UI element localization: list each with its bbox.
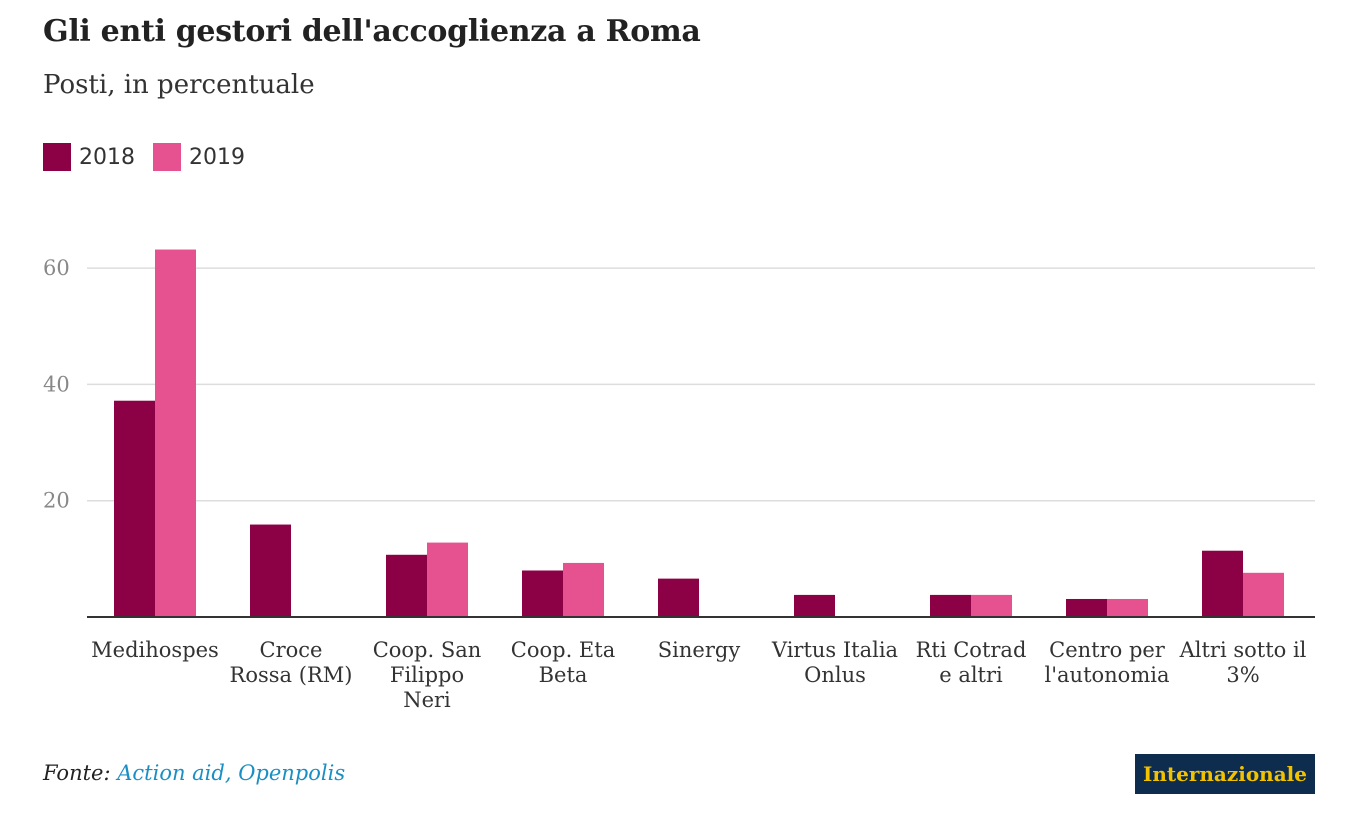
x-tick-label-7: Centro per l'autonomia <box>1045 638 1170 687</box>
x-tick-label-8: Altri sotto il 3% <box>1179 638 1307 687</box>
source-link[interactable]: Action aid, Openpolis <box>117 761 346 785</box>
legend-label-2019: 2019 <box>189 144 245 170</box>
bar-2018-8 <box>1202 550 1243 617</box>
y-tick-label-60: 60 <box>43 256 70 280</box>
x-tick-label-5: Virtus Italia Onlus <box>771 638 898 687</box>
bar-2018-3 <box>522 570 563 617</box>
y-tick-label-20: 20 <box>43 489 70 513</box>
x-tick-label-4: Sinergy <box>658 638 741 662</box>
bar-2019-2 <box>427 542 468 617</box>
chart-subtitle: Posti, in percentuale <box>43 70 315 100</box>
x-tick-label-6: Rti Cotrad e altri <box>916 638 1027 687</box>
x-tick-label-3: Coop. Eta Beta <box>511 638 615 687</box>
bar-2018-0 <box>114 400 155 617</box>
bar-2019-6 <box>971 594 1012 617</box>
bar-2019-8 <box>1243 572 1284 617</box>
legend-label-2018: 2018 <box>79 144 135 170</box>
x-tick-label-0: Medihospes <box>91 638 219 662</box>
bar-2018-7 <box>1066 598 1107 617</box>
x-tick-label-1: Croce Rossa (RM) <box>230 638 353 687</box>
bar-2018-2 <box>386 554 427 617</box>
legend-swatch-2019 <box>153 143 181 171</box>
bar-2019-7 <box>1107 598 1148 617</box>
x-tick-label-2: Coop. San Filippo Neri <box>373 638 482 712</box>
bar-2018-5 <box>794 594 835 617</box>
bar-2018-4 <box>658 578 699 617</box>
legend-swatch-2018 <box>43 143 71 171</box>
legend-item-2019: 2019 <box>153 143 245 171</box>
bar-2018-1 <box>250 524 291 617</box>
source-credit: Fonte: Action aid, Openpolis <box>43 761 345 785</box>
source-prefix: Fonte: <box>43 761 111 785</box>
bar-2019-3 <box>563 562 604 617</box>
chart-title: Gli enti gestori dell'accoglienza a Roma <box>43 14 701 49</box>
internazionale-logo: Internazionale <box>1135 754 1315 794</box>
bar-2019-0 <box>155 249 196 617</box>
y-tick-label-40: 40 <box>43 372 70 396</box>
legend-item-2018: 2018 <box>43 143 135 171</box>
legend: 2018 2019 <box>43 143 263 171</box>
bar-2018-6 <box>930 594 971 617</box>
